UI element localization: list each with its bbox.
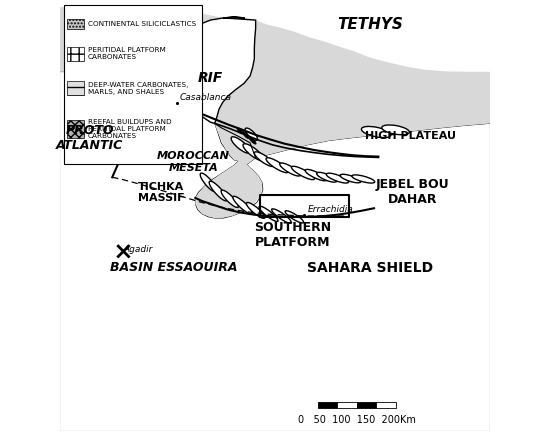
Text: 0   50  100  150  200Km: 0 50 100 150 200Km — [298, 415, 416, 425]
Ellipse shape — [231, 137, 250, 153]
Bar — [357, 403, 376, 408]
Ellipse shape — [200, 173, 216, 192]
Polygon shape — [171, 17, 256, 124]
Bar — [318, 403, 338, 408]
Text: DEEP-WATER CARBONATES,
MARLS, AND SHALES: DEEP-WATER CARBONATES, MARLS, AND SHALES — [88, 82, 189, 95]
Ellipse shape — [246, 203, 265, 218]
Ellipse shape — [292, 166, 315, 180]
Ellipse shape — [272, 209, 292, 223]
Ellipse shape — [243, 144, 264, 161]
Ellipse shape — [305, 169, 327, 181]
Text: SAHARA SHIELD: SAHARA SHIELD — [307, 260, 433, 275]
Text: TETHYS: TETHYS — [337, 17, 403, 32]
Text: Errachidia: Errachidia — [307, 205, 353, 214]
Bar — [376, 403, 395, 408]
Ellipse shape — [254, 152, 274, 166]
Text: BASIN ESSAOUIRA: BASIN ESSAOUIRA — [110, 261, 238, 274]
Ellipse shape — [259, 206, 278, 222]
Ellipse shape — [285, 211, 304, 223]
Ellipse shape — [317, 172, 337, 182]
Bar — [68, 120, 84, 139]
Ellipse shape — [280, 163, 300, 176]
Text: CONTINENTAL SILICICLASTICS: CONTINENTAL SILICICLASTICS — [88, 21, 196, 27]
Ellipse shape — [249, 137, 256, 144]
Bar — [68, 19, 84, 29]
Ellipse shape — [243, 131, 249, 139]
Ellipse shape — [361, 127, 391, 138]
Ellipse shape — [382, 125, 409, 135]
Ellipse shape — [209, 181, 227, 201]
Ellipse shape — [237, 127, 243, 134]
Polygon shape — [60, 7, 490, 218]
Ellipse shape — [352, 175, 375, 183]
Text: JEBEL BOU
DAHAR: JEBEL BOU DAHAR — [376, 178, 449, 206]
Text: Agadir: Agadir — [123, 245, 153, 254]
Bar — [64, 5, 202, 164]
Bar — [68, 81, 84, 95]
Ellipse shape — [340, 174, 361, 183]
Text: PERITIDAL PLATFORM
CARBONATES: PERITIDAL PLATFORM CARBONATES — [88, 48, 166, 60]
Bar — [338, 403, 357, 408]
Text: MOROCCAN
MESETA: MOROCCAN MESETA — [157, 151, 229, 173]
Text: PROTO
ATLANTIC: PROTO ATLANTIC — [56, 124, 123, 152]
Ellipse shape — [326, 173, 349, 183]
Text: RIF: RIF — [198, 71, 223, 85]
Text: TICHKA
MASSIF: TICHKA MASSIF — [138, 181, 184, 203]
Text: REEFAL BUILDUPS AND
PERITIDAL PLATFORM
CARBONATES: REEFAL BUILDUPS AND PERITIDAL PLATFORM C… — [88, 119, 172, 139]
Bar — [68, 47, 84, 61]
Polygon shape — [60, 72, 490, 431]
Ellipse shape — [266, 158, 288, 173]
Text: SOUTHERN
PLATFORM: SOUTHERN PLATFORM — [254, 221, 331, 249]
Ellipse shape — [233, 196, 252, 214]
Text: HIGH PLATEAU: HIGH PLATEAU — [365, 131, 456, 141]
Text: Casablanca: Casablanca — [179, 93, 232, 102]
Ellipse shape — [245, 128, 257, 140]
Ellipse shape — [221, 190, 239, 207]
